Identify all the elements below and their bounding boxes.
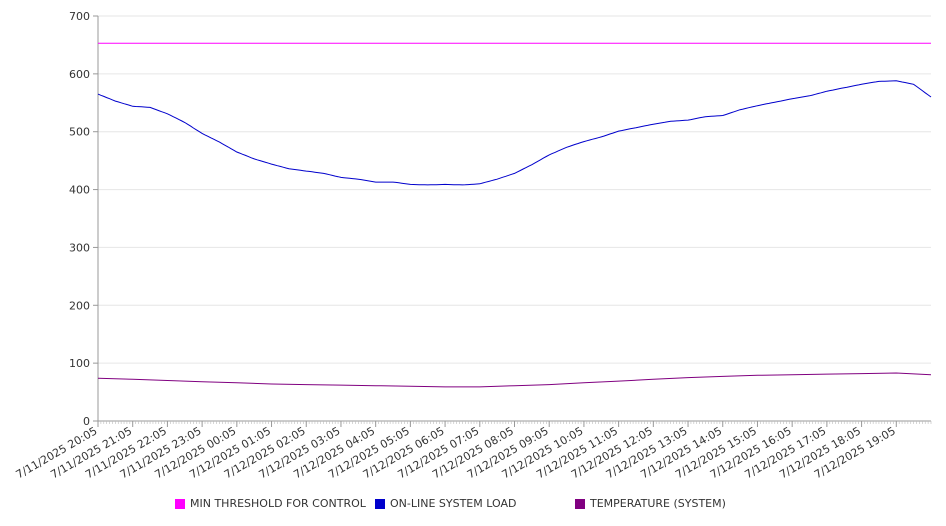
legend-item-threshold[interactable]: MIN THRESHOLD FOR CONTROL (175, 497, 366, 510)
y-tick-label: 0 (83, 415, 90, 428)
y-tick-label: 200 (69, 299, 90, 312)
legend-item-system-load[interactable]: ON-LINE SYSTEM LOAD (375, 497, 516, 510)
y-tick-label: 300 (69, 241, 90, 254)
legend-label-temperature: TEMPERATURE (SYSTEM) (590, 497, 726, 510)
y-tick-labels: 0 100 200 300 400 500 600 700 (69, 10, 90, 428)
series-lines (97, 42, 932, 388)
legend-swatch-system-load (375, 498, 385, 509)
y-tick-label: 400 (69, 184, 90, 197)
series-line-1 (97, 80, 932, 186)
legend-label-system-load: ON-LINE SYSTEM LOAD (390, 497, 517, 510)
legend-swatch-threshold (175, 498, 185, 509)
legend: MIN THRESHOLD FOR CONTROL ON-LINE SYSTEM… (0, 497, 946, 513)
legend-label-threshold: MIN THRESHOLD FOR CONTROL (190, 497, 366, 510)
grid-lines (98, 15, 931, 364)
legend-item-temperature[interactable]: TEMPERATURE (SYSTEM) (575, 497, 726, 510)
series-line-2 (97, 372, 932, 388)
y-tick-label: 100 (69, 357, 90, 370)
y-tick-label: 600 (69, 68, 90, 81)
x-tick-labels: 7/11/2025 20:057/11/2025 21:057/11/2025 … (14, 424, 898, 481)
y-tick-label: 700 (69, 10, 90, 23)
legend-swatch-temperature (575, 498, 585, 509)
y-tick-label: 500 (69, 126, 90, 139)
axes (93, 15, 932, 427)
